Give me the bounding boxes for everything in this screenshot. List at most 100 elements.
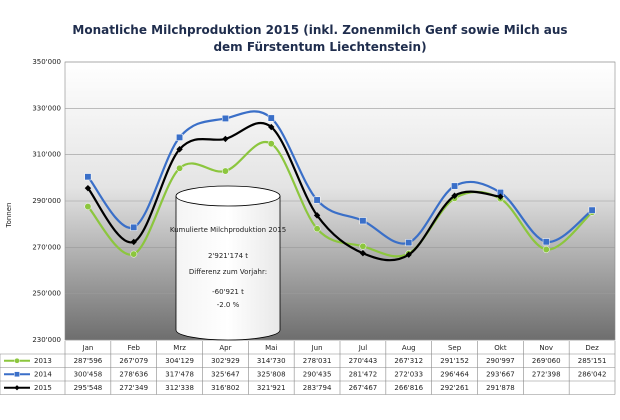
point	[313, 196, 321, 204]
annotation: -60'921 t	[212, 288, 244, 296]
table-value: 316'802	[211, 384, 240, 392]
cylinder-body	[175, 196, 281, 341]
point	[176, 133, 184, 141]
annotation: Differenz zum Vorjahr:	[189, 268, 267, 276]
point	[267, 114, 275, 122]
y-tick-label: 330'000	[32, 104, 61, 112]
x-tick-label: Jul	[358, 344, 368, 352]
point	[268, 123, 275, 131]
table-value: 312'338	[165, 384, 194, 392]
table-value: 278'636	[119, 370, 148, 378]
point	[405, 239, 413, 247]
table-value: 290'435	[303, 370, 332, 378]
legend-label: 2013	[34, 357, 52, 365]
x-tick-label: Mai	[265, 344, 277, 352]
x-tick-label: Jan	[82, 344, 94, 352]
point	[130, 250, 138, 258]
point	[542, 246, 550, 253]
table-value: 317'478	[165, 370, 194, 378]
point	[405, 251, 412, 258]
table-value: 267'312	[394, 357, 423, 365]
point	[313, 212, 321, 219]
x-tick-label: Feb	[128, 344, 141, 352]
annotation: 2'921'174 t	[208, 252, 248, 260]
table-value: 295'548	[74, 384, 103, 392]
point	[451, 192, 458, 199]
table-value: 292'261	[440, 384, 469, 392]
y-tick-label: 270'000	[32, 243, 61, 251]
cylinder-top	[175, 185, 281, 207]
table-value: 278'031	[303, 357, 332, 365]
table-value: 300'458	[74, 370, 103, 378]
point	[130, 223, 138, 231]
table-value: 272'033	[394, 370, 423, 378]
point	[542, 238, 550, 246]
y-tick-label: 290'000	[32, 197, 61, 205]
table-value: 269'060	[532, 357, 561, 365]
table-value: 321'921	[257, 384, 286, 392]
point	[14, 357, 20, 364]
grid	[65, 61, 615, 341]
table-value: 272'398	[532, 370, 561, 378]
x-tick-label: Jun	[311, 344, 323, 352]
y-tick-label: 310'000	[32, 151, 61, 159]
table-value: 314'730	[257, 357, 286, 365]
annotation-cylinder	[175, 185, 281, 341]
point	[14, 371, 20, 378]
y-axis-label: Tonnen	[5, 203, 13, 229]
point	[267, 140, 275, 148]
point	[359, 217, 367, 225]
series-line	[87, 140, 593, 258]
table-value: 283'794	[303, 384, 332, 392]
table-value: 281'472	[349, 370, 378, 378]
point	[176, 146, 183, 153]
table-value: 287'596	[74, 357, 103, 365]
table-value: 291'878	[486, 384, 515, 392]
point	[588, 206, 596, 214]
series-line	[87, 121, 501, 262]
x-tick-label: Mrz	[173, 344, 186, 352]
point	[221, 167, 229, 175]
point	[359, 250, 367, 257]
y-tick-label: 250'000	[32, 290, 61, 298]
x-tick-label: Aug	[402, 344, 416, 352]
table-value: 291'152	[440, 357, 469, 365]
x-tick-label: Dez	[585, 344, 599, 352]
point	[497, 193, 504, 200]
point	[221, 114, 229, 122]
annotation: Kumulierte Milchproduktion 2015	[170, 226, 286, 234]
table-value: 293'667	[486, 370, 515, 378]
x-tick-label: Sep	[448, 344, 462, 352]
point	[84, 203, 92, 211]
table-value: 270'443	[349, 357, 378, 365]
point	[359, 242, 367, 250]
point	[84, 184, 92, 192]
point	[176, 164, 184, 172]
legend-label: 2014	[34, 370, 52, 378]
table-value: 325'647	[211, 370, 240, 378]
y-tick-label: 230'000	[32, 336, 61, 344]
point	[451, 182, 459, 190]
table-value: 290'997	[486, 357, 515, 365]
x-tick-label: Nov	[539, 344, 553, 352]
point	[84, 173, 92, 181]
x-tick-label: Okt	[494, 344, 507, 352]
point	[14, 385, 20, 391]
table-value: 296'464	[440, 370, 469, 378]
table-value: 266'816	[394, 384, 423, 392]
table-value: 285'151	[578, 357, 607, 365]
point	[313, 225, 321, 233]
table-value: 325'808	[257, 370, 286, 378]
table-value: 267'467	[349, 384, 378, 392]
table-value: 272'349	[119, 384, 148, 392]
table-value: 304'129	[165, 357, 194, 365]
table-value: 302'929	[211, 357, 240, 365]
y-tick-label: 350'000	[32, 58, 61, 66]
chart-title: Monatliche Milchproduktion 2015 (inkl. Z…	[72, 23, 568, 54]
point	[222, 135, 229, 143]
legend-label: 2015	[34, 384, 52, 392]
point	[130, 238, 137, 246]
table-value: 286'042	[578, 370, 607, 378]
